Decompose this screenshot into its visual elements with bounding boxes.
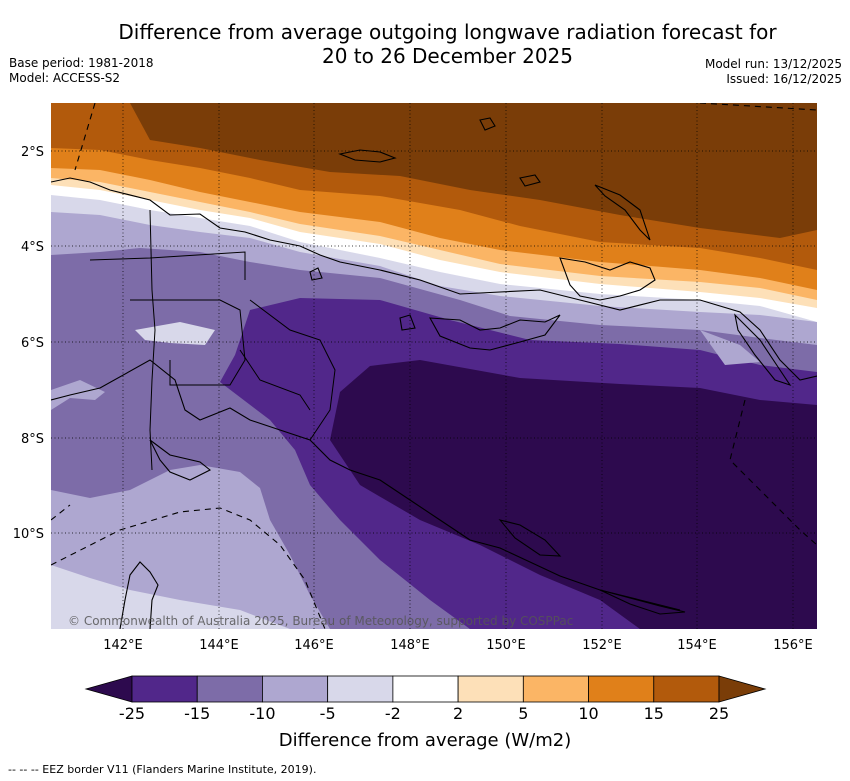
colorbar-tick: 10 (578, 704, 599, 723)
colorbar-tick: -5 (319, 704, 336, 723)
title-line-2: 20 to 26 December 2025 (321, 44, 573, 68)
coast-bougainville (734, 313, 792, 387)
map-panel (51, 103, 817, 629)
lon-label: 156°E (773, 638, 813, 653)
border-gulf (239, 349, 311, 411)
colorbar-segment (457, 675, 524, 703)
eez-south-west (51, 507, 326, 629)
model-name: Model: ACCESS-S2 (9, 71, 121, 85)
lat-label: 6°S (21, 336, 44, 351)
lon-label: 150°E (486, 638, 526, 653)
eez-footnote: -- -- -- EEZ border V11 (Flanders Marine… (8, 763, 317, 776)
colorbar-tick: -15 (184, 704, 211, 723)
lon-label: 144°E (199, 638, 239, 653)
colorbar (84, 675, 767, 703)
map-title: Difference from average outgoing longwav… (80, 20, 815, 68)
colorbar-segment (327, 675, 394, 703)
lat-label: 8°S (21, 432, 44, 447)
eez-east (729, 399, 817, 546)
lat-label: 2°S (21, 145, 44, 160)
colorbar-arrow-low (84, 675, 133, 703)
coast-fergusson (429, 314, 561, 351)
meta-right: Model run: 13/12/2025 Issued: 16/12/2025 (705, 57, 842, 87)
lat-label: 4°S (21, 240, 44, 255)
anomaly-band-pos-25 (130, 103, 817, 238)
colorbar-tick: 15 (643, 704, 664, 723)
colorbar-tick: 25 (708, 704, 730, 723)
colorbar-tick: -25 (118, 704, 146, 723)
colorbar-segment (522, 675, 589, 703)
eez-north-east (699, 103, 817, 111)
border-sandaun (89, 251, 246, 280)
meta-left: Base period: 1981-2018 Model: ACCESS-S2 (9, 56, 154, 86)
coast-manus (338, 149, 397, 163)
colorbar-label: Difference from average (W/m2) (278, 730, 572, 751)
lon-label: 148°E (390, 638, 430, 653)
coast-cape-york (119, 561, 159, 629)
colorbar-segment (196, 675, 263, 703)
border-highlands (249, 299, 336, 441)
anomaly-patch-neg-10-east (700, 330, 760, 365)
colorbar-tick: 2 (453, 704, 464, 723)
colorbar-segment (653, 675, 720, 703)
base-period: Base period: 1981-2018 (9, 56, 154, 70)
model-run: Model run: 13/12/2025 (704, 57, 842, 71)
lon-label: 154°E (677, 638, 717, 653)
coast-woodlark (498, 519, 562, 557)
coast-louisiade (599, 589, 686, 615)
title-line-1: Difference from average outgoing longwav… (118, 20, 777, 44)
coast-new-guinea-south (51, 359, 681, 611)
colorbar-arrow-high (718, 675, 767, 703)
colorbar-segment (131, 675, 198, 703)
lat-labels: 2°S 4°S 6°S 8°S 10°S (13, 145, 44, 542)
border-western (130, 299, 246, 386)
eez-borders (51, 103, 817, 629)
coast-new-guinea-north (51, 177, 817, 381)
coast-new-britain (559, 257, 656, 301)
colorbar-tick: -2 (384, 704, 401, 723)
issued-date: Issued: 16/12/2025 (726, 72, 842, 86)
coastlines (51, 117, 817, 629)
colorbar-tick: -10 (249, 704, 276, 723)
copyright-notice: © Commonwealth of Australia 2025, Bureau… (68, 614, 574, 628)
lon-label: 146°E (294, 638, 334, 653)
gridlines (51, 103, 817, 629)
coast-new-ireland (594, 184, 651, 241)
coast-bismarck-islands (309, 117, 541, 331)
lon-labels: 142°E 144°E 146°E 148°E 150°E 152°E 154°… (103, 638, 813, 653)
lon-label: 142°E (103, 638, 143, 653)
colorbar-tick: 5 (518, 704, 529, 723)
colorbar-segment (392, 675, 459, 703)
lat-label: 10°S (13, 527, 44, 542)
lon-label: 152°E (582, 638, 622, 653)
coast-papuan-gulf (149, 439, 212, 481)
colorbar-segment (262, 675, 329, 703)
eez-south-coast (51, 504, 71, 521)
province-borders (89, 209, 336, 471)
border-international (149, 209, 156, 471)
colorbar-segment (588, 675, 655, 703)
eez-north-west (74, 103, 96, 171)
